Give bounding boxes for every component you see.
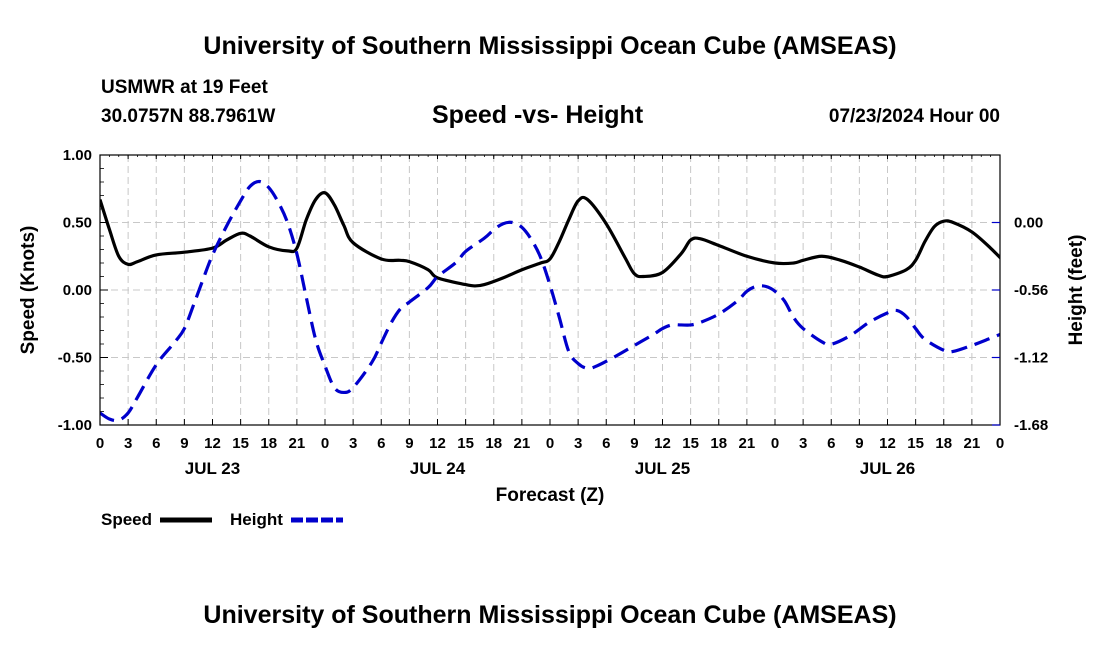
series-layer [100,179,1000,423]
y-axis-right-label: Height (feet) [1066,235,1087,346]
x-tick-label: 0 [771,435,779,452]
x-tick-label: 15 [907,435,924,452]
legend-height-label: Height [230,510,283,529]
x-tick-label: 21 [514,435,531,452]
x-tick-label: 21 [739,435,756,452]
x-tick-label: 6 [377,435,385,452]
y-axis-left-label: Speed (Knots) [18,226,39,355]
axes: 0 3 6 9 12 15 18 21 0 3 6 9 12 15 18 21 0 3 6 9 12 15 18 21 0 3 6 9… [58,147,1048,478]
series-line-speed [100,191,1000,288]
x-tick-label: 3 [349,435,357,452]
x-tick-label: 3 [124,435,132,452]
x-tick-label: 12 [654,435,671,452]
x-day-label: JUL 24 [410,459,466,478]
x-tick-label: 15 [682,435,699,452]
x-tick-label: 9 [855,435,863,452]
y-left-tick-label: 1.00 [63,147,92,164]
x-tick-label: 6 [152,435,160,452]
x-tick-label: 3 [799,435,807,452]
x-tick-label: 21 [964,435,981,452]
x-tick-label: 15 [457,435,474,452]
station-label: USMWR at 19 Feet [101,77,268,98]
x-tick-label: 9 [630,435,638,452]
y-left-tick-label: -0.50 [58,350,92,367]
x-axis-label: Forecast (Z) [496,485,605,506]
x-tick-label: 9 [405,435,413,452]
coordinates-label: 30.0757N 88.7961W [101,106,276,127]
x-tick-label: 0 [546,435,554,452]
legend: Speed Height [101,510,343,529]
series-line-height [100,179,1000,423]
y-left-tick-label: -1.00 [58,417,92,434]
x-tick-label: 0 [996,435,1004,452]
x-day-label: JUL 23 [185,459,240,478]
x-tick-label: 18 [710,435,727,452]
y-right-tick-label: -1.68 [1014,417,1048,434]
top-title: University of Southern Mississippi Ocean… [203,32,897,60]
forecast-date: 07/23/2024 Hour 00 [828,106,1000,127]
x-tick-label: 0 [96,435,104,452]
x-tick-label: 12 [204,435,221,452]
bottom-title: University of Southern Mississippi Ocean… [203,601,897,629]
x-tick-label: 18 [485,435,502,452]
legend-speed-label: Speed [101,510,152,529]
grid [100,155,1000,425]
x-tick-label: 9 [180,435,188,452]
x-tick-label: 18 [935,435,952,452]
x-tick-label: 12 [879,435,896,452]
x-tick-label: 6 [602,435,610,452]
x-tick-label: 12 [429,435,446,452]
y-left-tick-label: 0.50 [63,215,92,232]
x-tick-label: 18 [260,435,277,452]
y-right-tick-label: -1.12 [1014,350,1048,367]
x-day-label: JUL 25 [635,459,690,478]
x-tick-label: 21 [289,435,306,452]
y-right-tick-label: -0.56 [1014,282,1048,299]
x-tick-label: 6 [827,435,835,452]
x-tick-label: 3 [574,435,582,452]
y-right-tick-label: 0.00 [1014,215,1043,232]
y-left-tick-label: 0.00 [63,282,92,299]
chart-title: Speed -vs- Height [432,101,644,129]
x-tick-label: 0 [321,435,329,452]
x-tick-label: 15 [232,435,249,452]
x-day-label: JUL 26 [860,459,915,478]
